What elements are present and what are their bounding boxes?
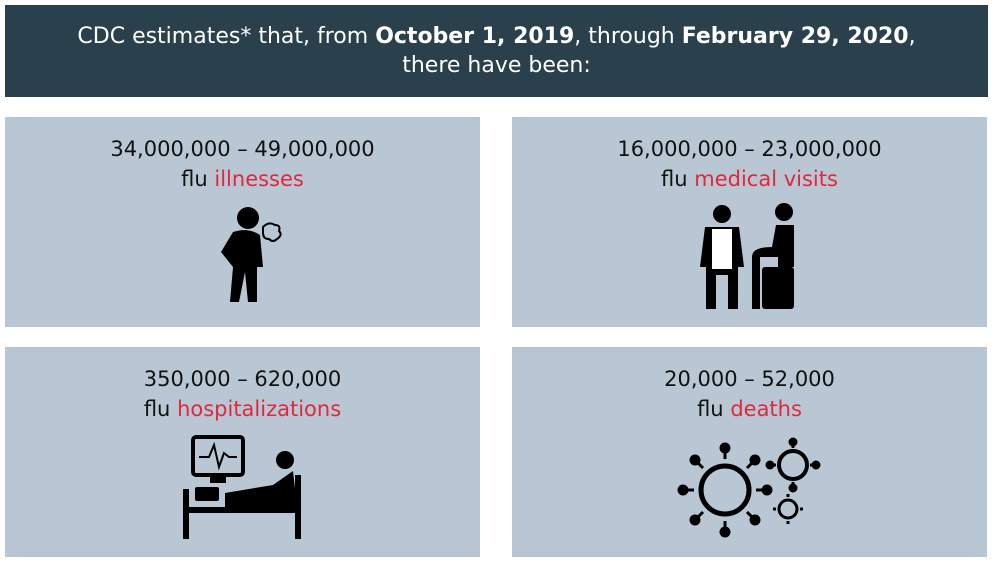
label: flu illnesses	[5, 167, 480, 191]
prefix: flu	[181, 167, 208, 191]
prefix: flu	[143, 397, 171, 421]
header-date: October 1, 2019	[375, 24, 575, 49]
header-text: CDC estimates* that, from	[77, 24, 376, 49]
highlight: medical visits	[694, 167, 838, 191]
label: flu hospitalizations	[5, 397, 480, 421]
label: flu deaths	[512, 397, 987, 421]
prefix: flu	[661, 167, 688, 191]
doctor-icon	[700, 203, 794, 309]
range: 16,000,000 – 23,000,000	[617, 137, 882, 161]
highlight: deaths	[730, 397, 802, 421]
range: 20,000 – 52,000	[664, 367, 835, 391]
sick-icon	[221, 207, 282, 302]
prefix: flu	[697, 397, 724, 421]
card: 350,000 – 620,000 flu hospitalizations	[5, 347, 480, 557]
card: 16,000,000 – 23,000,000 flu medical visi…	[512, 117, 987, 327]
header-date: February 29, 2020	[681, 24, 909, 49]
hospital-icon	[183, 435, 301, 539]
range: 34,000,000 – 49,000,000	[110, 137, 375, 161]
virus-icon	[677, 437, 821, 538]
header-text: , through	[574, 24, 682, 49]
header: CDC estimates* that, from October 1, 201…	[5, 5, 988, 97]
highlight: illnesses	[214, 167, 304, 191]
header-text: , there have been:	[402, 24, 916, 78]
highlight: hospitalizations	[177, 397, 342, 421]
range: 350,000 – 620,000	[143, 367, 342, 391]
card: 34,000,000 – 49,000,000 flu illnesses	[5, 117, 480, 327]
label: flu medical visits	[512, 167, 987, 191]
card: 20,000 – 52,000 flu deaths	[512, 347, 987, 557]
